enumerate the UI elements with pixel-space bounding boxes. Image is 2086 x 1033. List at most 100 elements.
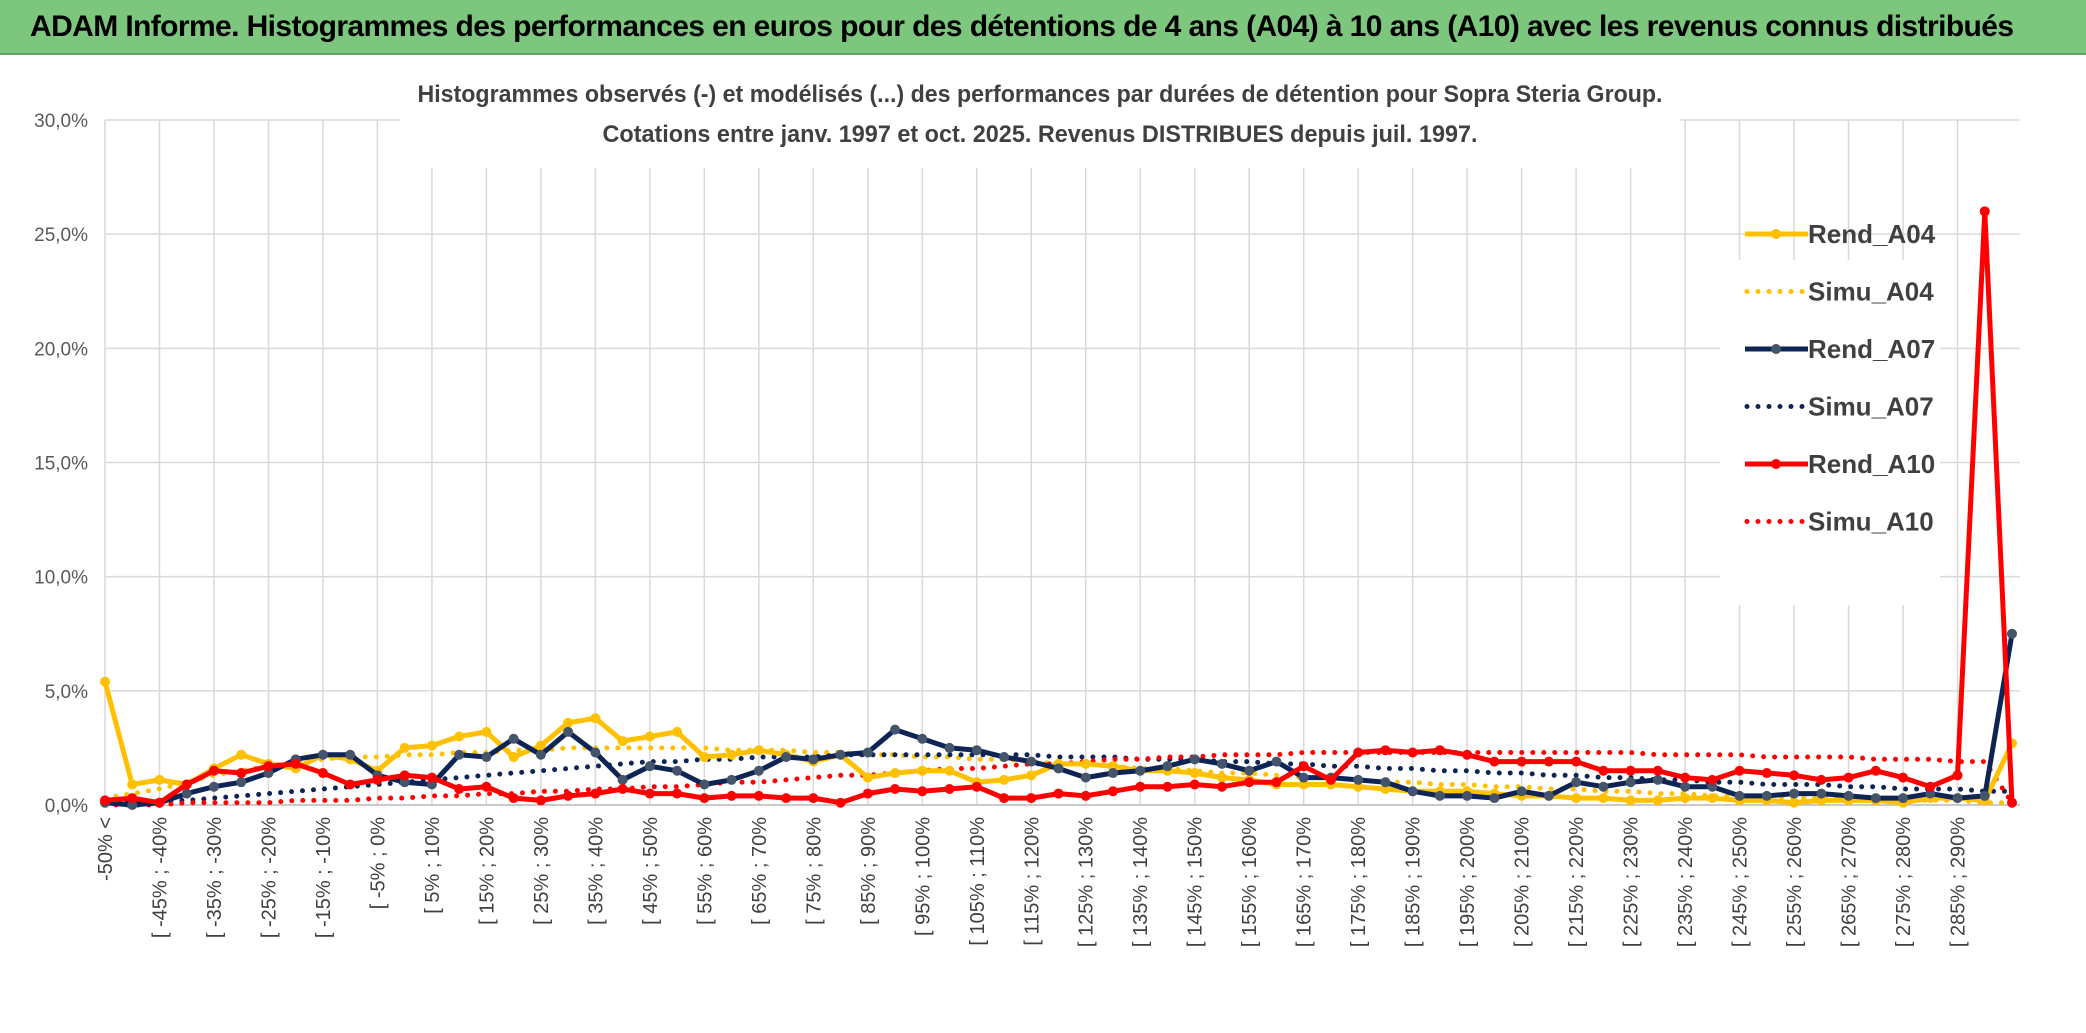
- data-point: [1189, 768, 1200, 779]
- data-point: [672, 765, 683, 776]
- x-tick-label: [ 185% ; 190%: [1403, 817, 1425, 947]
- data-point: [1761, 790, 1772, 801]
- legend-label: Simu_A07: [1808, 392, 1934, 422]
- data-point: [753, 745, 764, 756]
- data-point: [944, 784, 955, 795]
- data-point: [508, 793, 519, 804]
- data-point: [1216, 772, 1227, 783]
- x-tick-label: [ 165% ; 170%: [1294, 817, 1316, 947]
- data-point: [999, 752, 1010, 763]
- data-point: [1080, 790, 1091, 801]
- data-point: [1298, 772, 1309, 783]
- data-point: [835, 749, 846, 760]
- title-backdrop: [400, 60, 1680, 168]
- x-tick-label: [ -5% ; 0%: [367, 817, 389, 909]
- data-point: [1870, 793, 1881, 804]
- line-chart: Histogrammes observés (-) et modélisés (…: [0, 55, 2086, 1033]
- data-point: [563, 717, 574, 728]
- data-point: [1843, 772, 1854, 783]
- x-tick-label: [ 195% ; 200%: [1457, 817, 1479, 947]
- data-point: [154, 797, 165, 808]
- y-axis: 0,0% 5,0% 10,0% 15,0% 20,0% 25,0% 30,0%: [34, 111, 88, 817]
- data-point: [481, 726, 492, 737]
- data-point: [1925, 788, 1936, 799]
- data-point: [890, 784, 901, 795]
- data-point: [1298, 761, 1309, 772]
- x-tick-label: [ 125% ; 130%: [1076, 817, 1098, 947]
- data-point: [481, 752, 492, 763]
- data-point: [454, 784, 465, 795]
- legend-label: Rend_A07: [1808, 334, 1935, 364]
- series-line: [102, 752, 2015, 806]
- data-point: [2007, 797, 2017, 808]
- data-point: [971, 745, 982, 756]
- x-tick-label: [ 285% ; 290%: [1948, 817, 1970, 947]
- data-point: [535, 795, 546, 806]
- legend: Rend_A04 Simu_A04 Rend_A07 Simu_A07 Rend_A10…: [1720, 219, 1940, 605]
- data-point: [1598, 765, 1609, 776]
- x-tick-label: [ 25% ; 30%: [531, 817, 553, 925]
- x-tick-label: [ 215% ; 220%: [1566, 817, 1588, 947]
- y-tick-label: 30,0%: [34, 111, 88, 132]
- data-point: [1516, 786, 1527, 797]
- data-point: [426, 779, 437, 790]
- data-point: [1816, 795, 1827, 806]
- report-banner: ADAM Informe. Histogrammes des performan…: [0, 0, 2086, 55]
- data-point: [399, 742, 410, 753]
- x-tick-label: [ 255% ; 260%: [1784, 817, 1806, 947]
- data-point: [535, 740, 546, 751]
- data-point: [644, 788, 655, 799]
- data-point: [290, 758, 301, 769]
- data-point: [1353, 747, 1364, 758]
- data-point: [1462, 749, 1473, 760]
- data-point: [1652, 774, 1663, 785]
- data-point: [1707, 774, 1718, 785]
- data-point: [372, 774, 383, 785]
- legend-label: Rend_A04: [1808, 219, 1936, 249]
- data-point: [1162, 761, 1173, 772]
- data-point: [1707, 781, 1718, 792]
- series-Rend_A07: [100, 628, 2017, 810]
- data-point: [1189, 779, 1200, 790]
- data-point: [399, 777, 410, 788]
- data-point: [862, 772, 873, 783]
- data-point: [1353, 781, 1364, 792]
- data-point: [508, 752, 519, 763]
- data-point: [1053, 788, 1064, 799]
- y-tick-label: 20,0%: [34, 339, 88, 360]
- data-point: [1870, 765, 1881, 776]
- data-point: [1952, 770, 1963, 781]
- data-point: [999, 793, 1010, 804]
- data-point: [426, 740, 437, 751]
- x-tick-label: [ 95% ; 100%: [912, 817, 934, 936]
- data-point: [835, 797, 846, 808]
- data-point: [1489, 756, 1500, 767]
- x-tick-label: [ 85% ; 90%: [858, 817, 880, 925]
- chart-title: Histogrammes observés (-) et modélisés (…: [400, 60, 1680, 168]
- x-tick-label: [ 275% ; 280%: [1893, 817, 1915, 947]
- y-tick-label: 10,0%: [34, 568, 88, 589]
- x-tick-label: [ 265% ; 270%: [1839, 817, 1861, 947]
- data-point: [917, 786, 928, 797]
- data-point: [1489, 793, 1500, 804]
- legend-label: Simu_A04: [1808, 277, 1934, 307]
- data-point: [508, 733, 519, 744]
- data-point: [100, 795, 110, 806]
- data-point: [590, 713, 601, 724]
- data-point: [1571, 777, 1582, 788]
- data-point: [808, 754, 819, 765]
- data-point: [1189, 754, 1200, 765]
- x-tick-label: [ 225% ; 230%: [1621, 817, 1643, 947]
- data-point: [563, 790, 574, 801]
- data-point: [1107, 786, 1118, 797]
- data-point: [1925, 781, 1936, 792]
- data-point: [644, 731, 655, 742]
- data-point: [1734, 765, 1745, 776]
- data-point: [1680, 781, 1691, 792]
- data-point: [1026, 770, 1037, 781]
- data-point: [1707, 793, 1718, 804]
- data-point: [890, 768, 901, 779]
- legend-marker: [1771, 459, 1781, 469]
- legend-label: Simu_A10: [1808, 507, 1934, 537]
- data-point: [644, 761, 655, 772]
